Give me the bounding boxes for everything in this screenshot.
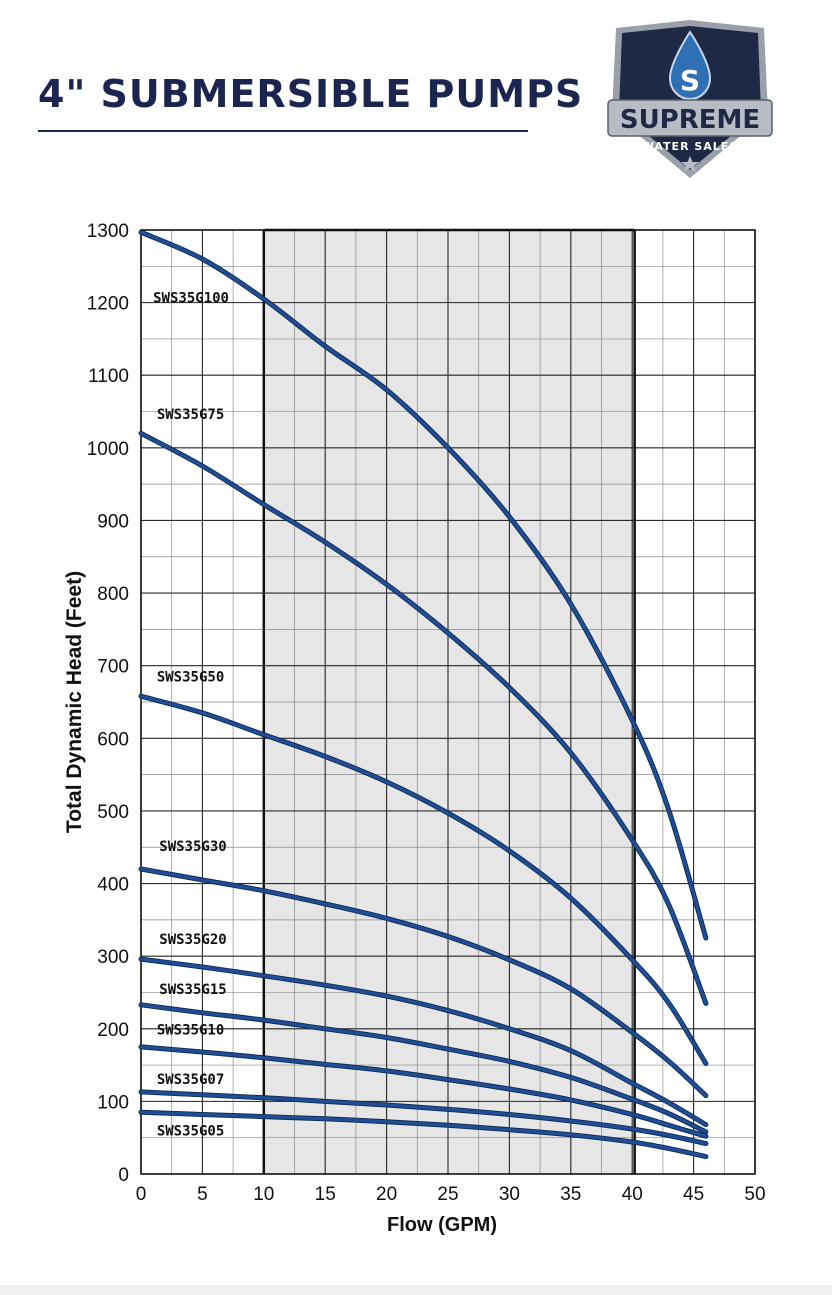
logo-banner xyxy=(607,99,773,137)
x-axis-label: Flow (GPM) xyxy=(387,1214,497,1236)
series-label-sws35g100: SWS35G100 xyxy=(153,291,229,307)
y-tick-label: 0 xyxy=(118,1165,129,1186)
series-label-sws35g75: SWS35G75 xyxy=(157,407,224,423)
x-tick-label: 35 xyxy=(560,1184,581,1205)
y-tick-label: 300 xyxy=(97,947,129,968)
x-tick-label: 45 xyxy=(683,1184,704,1205)
curve-sws35g07 xyxy=(139,1090,708,1146)
page-title: 4" SUBMERSIBLE PUMPS xyxy=(38,72,584,116)
x-tick-label: 20 xyxy=(376,1184,397,1205)
curve-sws35g50 xyxy=(139,694,708,1066)
curve-sws35g15 xyxy=(139,1003,708,1134)
y-tick-label: 700 xyxy=(97,657,129,678)
series-label-sws35g10: SWS35G10 xyxy=(157,1023,224,1039)
curve-sws35g30 xyxy=(139,867,708,1098)
plot-frame xyxy=(140,229,756,1175)
x-tick-label: 0 xyxy=(136,1184,147,1205)
title-underline xyxy=(38,130,528,132)
curve-sws35g100 xyxy=(139,230,708,940)
y-tick-label: 200 xyxy=(97,1020,129,1041)
y-tick-label: 1000 xyxy=(87,439,129,460)
bottom-band xyxy=(0,1285,832,1295)
x-tick-label: 50 xyxy=(744,1184,765,1205)
series-label-sws35g30: SWS35G30 xyxy=(159,839,226,855)
curve-sws35g10 xyxy=(139,1045,708,1138)
y-tick-label: 600 xyxy=(97,729,129,750)
x-tick-label: 15 xyxy=(315,1184,336,1205)
water-drop-icon xyxy=(668,30,712,101)
y-tick-label: 100 xyxy=(97,1092,129,1113)
y-tick-label: 500 xyxy=(97,802,129,823)
y-tick-label: 1100 xyxy=(88,366,129,387)
series-label-sws35g15: SWS35G15 xyxy=(159,982,226,998)
x-tick-label: 30 xyxy=(499,1184,520,1205)
star-icon xyxy=(681,156,699,172)
y-tick-label: 1200 xyxy=(87,294,129,315)
supreme-logo: S SUPREME WATER SALES xyxy=(607,20,773,178)
x-tick-label: 5 xyxy=(197,1184,208,1205)
y-tick-label: 800 xyxy=(97,584,129,605)
logo-sub-text: WATER SALES xyxy=(642,140,739,153)
y-tick-label: 900 xyxy=(97,511,129,532)
x-tick-label: 10 xyxy=(253,1184,274,1205)
y-axis-label: Total Dynamic Head (Feet) xyxy=(63,571,86,833)
series-label-sws35g07: SWS35G07 xyxy=(157,1072,224,1088)
series-label-sws35g50: SWS35G50 xyxy=(157,670,224,686)
curve-sws35g20 xyxy=(139,957,708,1127)
y-tick-label: 1300 xyxy=(87,221,129,242)
y-tick-label: 400 xyxy=(97,875,129,896)
series-label-sws35g20: SWS35G20 xyxy=(159,932,226,948)
x-tick-label: 40 xyxy=(622,1184,643,1205)
curve-sws35g05 xyxy=(139,1110,708,1159)
logo-main-text: SUPREME xyxy=(620,105,760,135)
logo-letter: S xyxy=(680,64,700,97)
curve-sws35g75 xyxy=(139,431,708,1005)
series-label-sws35g05: SWS35G05 xyxy=(157,1124,224,1140)
x-tick-label: 25 xyxy=(437,1184,458,1205)
